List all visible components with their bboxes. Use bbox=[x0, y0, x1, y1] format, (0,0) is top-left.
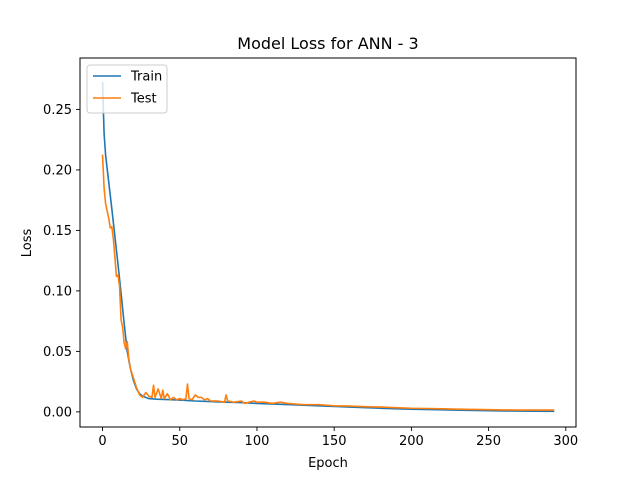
y-tick-label: 0.10 bbox=[43, 284, 72, 299]
legend: Train Test bbox=[86, 64, 168, 114]
y-axis: 0.00 0.05 0.10 0.15 0.20 0.25 bbox=[43, 103, 80, 420]
legend-label-test: Test bbox=[130, 92, 157, 107]
chart-title: Model Loss for ANN - 3 bbox=[237, 34, 418, 53]
y-tick-label: 0.00 bbox=[43, 405, 72, 420]
series-line-train bbox=[101, 81, 555, 413]
plot-frame bbox=[79, 57, 577, 428]
y-tick-label: 0.20 bbox=[43, 163, 72, 178]
x-tick-label: 0 bbox=[98, 434, 106, 449]
x-tick-label: 50 bbox=[171, 434, 188, 449]
x-tick-label: 250 bbox=[476, 434, 501, 449]
legend-label-train: Train bbox=[130, 70, 162, 85]
x-tick-label: 150 bbox=[322, 434, 347, 449]
y-tick-label: 0.25 bbox=[43, 103, 72, 118]
x-tick-label: 200 bbox=[399, 434, 424, 449]
legend-box bbox=[86, 64, 168, 114]
x-axis: 0 50 100 150 200 250 300 bbox=[98, 427, 578, 449]
x-tick-label: 300 bbox=[553, 434, 578, 449]
plot-series-group bbox=[101, 81, 555, 413]
y-tick-label: 0.05 bbox=[43, 345, 72, 360]
x-tick-label: 100 bbox=[245, 434, 270, 449]
series-line-test bbox=[101, 154, 555, 411]
y-tick-label: 0.15 bbox=[43, 224, 72, 239]
y-axis-label: Loss bbox=[20, 229, 35, 258]
x-axis-label: Epoch bbox=[308, 456, 348, 471]
